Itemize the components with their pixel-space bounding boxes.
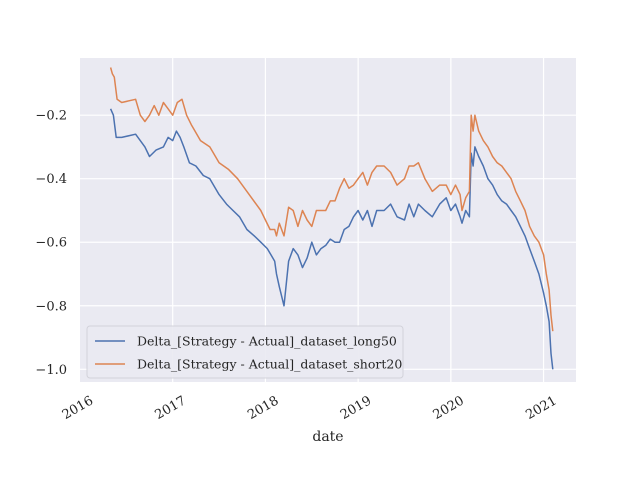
- legend-label-long50: Delta_[Strategy - Actual]_dataset_long50: [137, 334, 397, 349]
- x-tick-label-2016: 2016: [60, 393, 96, 423]
- x-tick-label-2018: 2018: [245, 393, 281, 423]
- y-tick-label: −0.6: [35, 236, 67, 251]
- x-tick-label-2017: 2017: [153, 393, 189, 423]
- y-tick-labels: −1.0 −0.8 −0.6 −0.4 −0.2: [35, 109, 67, 378]
- y-tick-label: −1.0: [35, 363, 67, 378]
- y-tick-label: −0.4: [35, 172, 67, 187]
- y-tick-label: −0.2: [35, 109, 67, 124]
- legend-box: [86, 325, 404, 379]
- y-tick-label: −0.8: [35, 299, 67, 314]
- series-line-long50: [109, 108, 554, 370]
- x-tick-labels: 2016 2017 2018 2019 2020 2021: [60, 393, 560, 423]
- x-axis-label: date: [312, 429, 343, 445]
- x-tick-label-2019: 2019: [338, 393, 374, 423]
- series-lines: [109, 67, 554, 370]
- legend: Delta_[Strategy - Actual]_dataset_long50…: [86, 325, 404, 379]
- legend-label-short20: Delta_[Strategy - Actual]_dataset_short2…: [137, 357, 402, 372]
- x-tick-label-2020: 2020: [431, 393, 467, 423]
- x-tick-label-2021: 2021: [523, 393, 559, 423]
- series-line-short20: [109, 67, 554, 332]
